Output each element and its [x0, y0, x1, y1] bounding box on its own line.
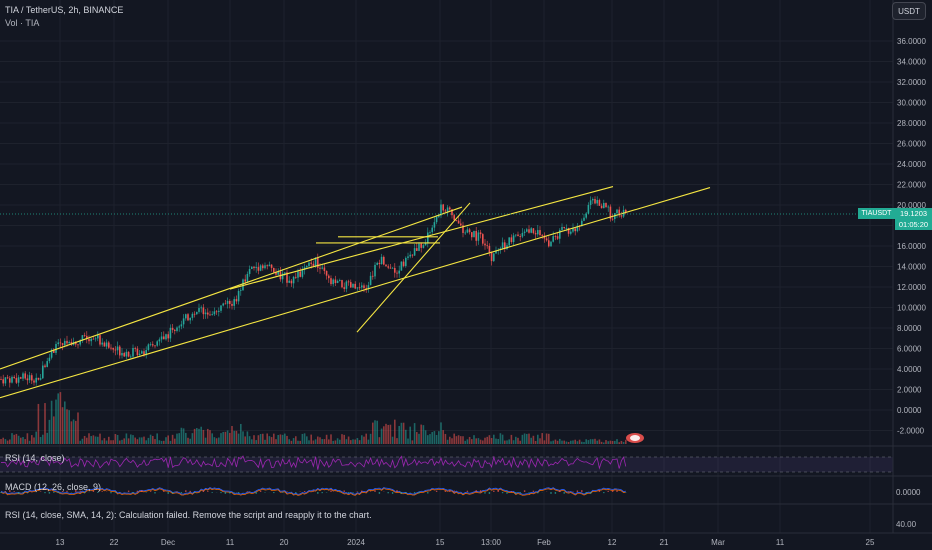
price-tick-label: 16.0000: [897, 242, 926, 251]
price-tick-label: 26.0000: [897, 140, 926, 149]
pane-separators[interactable]: [0, 0, 932, 534]
price-tick-label: 36.0000: [897, 37, 926, 46]
price-tick-label: 20.0000: [897, 201, 926, 210]
time-tick-label: 2024: [347, 538, 365, 547]
price-tick-label: 10.0000: [897, 304, 926, 313]
price-tick-label: 22.0000: [897, 181, 926, 190]
price-tick-label: 14.0000: [897, 263, 926, 272]
price-tick-label: 2.0000: [897, 386, 922, 395]
price-tick-label: 8.0000: [897, 324, 922, 333]
current-price-value: 19.1203: [899, 209, 928, 218]
macd-pane: [0, 487, 627, 496]
time-axis[interactable]: 13 22 Dec 11 20 2024 15 13:00 Feb 12 21 Mar 11 25: [56, 538, 875, 547]
price-tick-label: 32.0000: [897, 78, 926, 87]
volume-bars: [0, 392, 627, 444]
rsi-error-message: RSI (14, close, SMA, 14, 2): Calculation…: [5, 510, 372, 520]
trendline[interactable]: [229, 186, 614, 290]
price-axis[interactable]: 36.0000 34.0000 32.0000 30.0000 28.0000 26.00…: [897, 37, 926, 436]
rsi2-axis-value: 40.00: [896, 520, 917, 529]
time-tick-label: 21: [660, 538, 669, 547]
price-tick-label: 34.0000: [897, 58, 926, 67]
price-tick-label: 4.0000: [897, 365, 922, 374]
price-candles: [0, 196, 627, 388]
volume-legend[interactable]: Vol · TIA: [5, 18, 40, 28]
time-tick-label: 11: [776, 538, 785, 547]
time-tick-label: 22: [110, 538, 119, 547]
time-tick-label: 25: [866, 538, 875, 547]
price-tick-label: 28.0000: [897, 119, 926, 128]
rsi-pane: [0, 455, 893, 473]
time-tick-label: Mar: [711, 538, 725, 547]
time-tick-label: 12: [608, 538, 617, 547]
price-tick-label: 12.0000: [897, 283, 926, 292]
trendlines[interactable]: [0, 186, 711, 399]
volume-badge[interactable]: [626, 433, 644, 443]
current-price-badge: 19.1203 01:05:20: [895, 208, 932, 230]
rsi-indicator-label[interactable]: RSI (14, close): [5, 453, 65, 463]
price-tick-label: 6.0000: [897, 345, 922, 354]
trendline[interactable]: [0, 206, 463, 370]
time-tick-label: 15: [436, 538, 445, 547]
symbol-title[interactable]: TIA / TetherUS, 2h, BINANCE: [5, 5, 124, 15]
time-tick-label: 11: [226, 538, 235, 547]
price-tick-label: 0.0000: [897, 406, 922, 415]
time-tick-label: Dec: [161, 538, 175, 547]
trendline[interactable]: [356, 202, 471, 333]
bar-countdown: 01:05:20: [898, 220, 929, 229]
trendline[interactable]: [0, 187, 711, 399]
currency-button[interactable]: USDT: [892, 2, 926, 20]
macd-axis-value: 0.0000: [896, 488, 921, 497]
price-tick-label: 24.0000: [897, 160, 926, 169]
time-tick-label: 13: [56, 538, 65, 547]
symbol-price-tag: TIAUSDT: [858, 208, 895, 219]
price-tick-label: 30.0000: [897, 99, 926, 108]
price-tick-label: -2.0000: [897, 427, 925, 436]
chart-grid: [0, 0, 893, 533]
macd-indicator-label[interactable]: MACD (12, 26, close, 9): [5, 482, 102, 492]
time-tick-label: 13:00: [481, 538, 502, 547]
time-tick-label: 20: [280, 538, 289, 547]
time-tick-label: Feb: [537, 538, 551, 547]
